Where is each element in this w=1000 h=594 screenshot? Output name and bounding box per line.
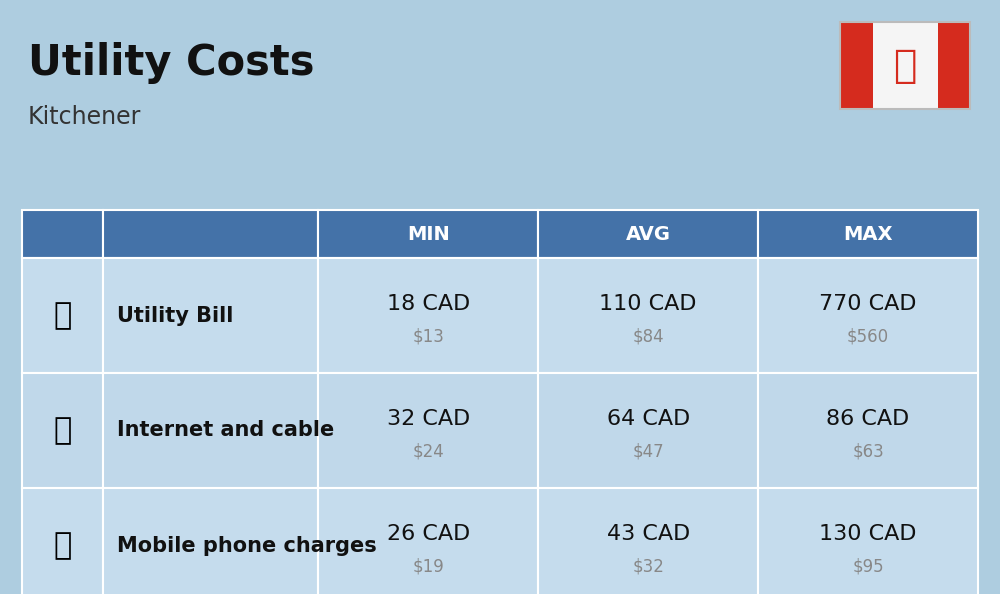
Text: $47: $47 <box>632 442 664 460</box>
Text: AVG: AVG <box>626 225 671 244</box>
Bar <box>538 488 758 594</box>
Text: 43 CAD: 43 CAD <box>607 524 690 544</box>
Text: 🔌: 🔌 <box>54 301 72 330</box>
Text: Internet and cable: Internet and cable <box>117 421 335 441</box>
Text: 18 CAD: 18 CAD <box>387 294 470 314</box>
Bar <box>538 258 758 373</box>
Text: $560: $560 <box>847 327 889 345</box>
Bar <box>22 210 103 258</box>
Text: 130 CAD: 130 CAD <box>819 524 917 544</box>
Bar <box>103 210 318 258</box>
Text: $13: $13 <box>412 327 444 345</box>
Bar <box>318 373 538 488</box>
Bar <box>318 210 538 258</box>
Text: 64 CAD: 64 CAD <box>607 409 690 429</box>
Text: 📶: 📶 <box>54 416 72 445</box>
Bar <box>22 258 103 373</box>
Text: $24: $24 <box>412 442 444 460</box>
Text: 86 CAD: 86 CAD <box>826 409 910 429</box>
Bar <box>758 373 978 488</box>
Text: 110 CAD: 110 CAD <box>599 294 697 314</box>
Text: 26 CAD: 26 CAD <box>387 524 470 544</box>
Bar <box>103 258 318 373</box>
Text: $63: $63 <box>852 442 884 460</box>
Text: MAX: MAX <box>843 225 893 244</box>
Bar <box>938 22 970 109</box>
Bar <box>318 488 538 594</box>
Text: 📱: 📱 <box>54 531 72 560</box>
Bar <box>103 373 318 488</box>
Text: 32 CAD: 32 CAD <box>387 409 470 429</box>
Bar <box>758 488 978 594</box>
Bar <box>22 488 103 594</box>
Text: 770 CAD: 770 CAD <box>819 294 917 314</box>
Text: 🍁: 🍁 <box>893 46 917 84</box>
Bar <box>538 210 758 258</box>
Bar <box>840 22 872 109</box>
Bar <box>758 210 978 258</box>
Text: $19: $19 <box>412 557 444 575</box>
Text: Utility Bill: Utility Bill <box>117 305 234 326</box>
Text: $84: $84 <box>632 327 664 345</box>
Bar <box>103 488 318 594</box>
Text: $32: $32 <box>632 557 664 575</box>
Text: Utility Costs: Utility Costs <box>28 42 314 84</box>
Bar <box>840 22 970 109</box>
Text: Kitchener: Kitchener <box>28 105 141 129</box>
Bar <box>22 373 103 488</box>
Text: MIN: MIN <box>407 225 450 244</box>
Bar <box>840 22 970 109</box>
Bar <box>318 258 538 373</box>
Text: Mobile phone charges: Mobile phone charges <box>117 536 377 555</box>
Bar <box>758 258 978 373</box>
Text: $95: $95 <box>852 557 884 575</box>
Bar <box>538 373 758 488</box>
